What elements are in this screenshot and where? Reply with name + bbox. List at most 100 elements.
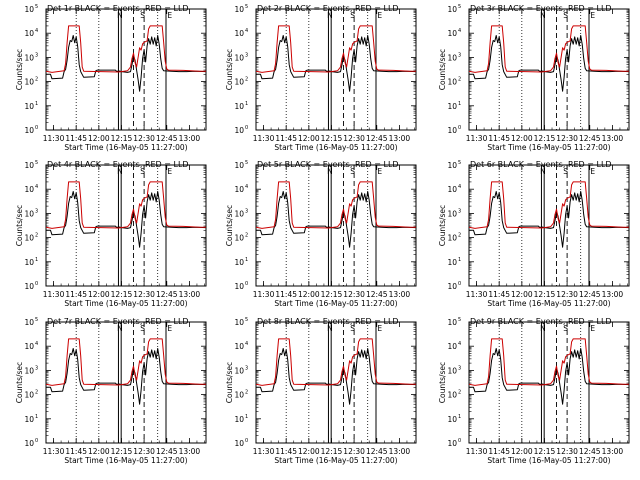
x-tick-label: 11:30 (466, 447, 488, 456)
marker-tag: S (140, 167, 145, 176)
y-tick-exponent: 3 (245, 365, 248, 371)
marker-tag: S (350, 167, 355, 176)
plot-frame (45, 164, 207, 287)
y-tick-label: 10 (24, 439, 34, 448)
y-tick-label: 10 (234, 102, 244, 111)
series-events-line (256, 348, 416, 405)
x-tick-label: 11:45 (488, 290, 510, 299)
series-events-line (46, 348, 206, 405)
x-tick-label: 12:30 (556, 134, 578, 143)
y-tick-label: 10 (234, 185, 244, 194)
x-tick-label: 12:30 (556, 447, 578, 456)
y-axis-label: Counts/sec (438, 362, 447, 403)
plot-frame (255, 321, 417, 444)
x-tick-label: 12:15 (111, 290, 133, 299)
y-tick-exponent: 1 (245, 414, 248, 420)
panel-title: Det 7r BLACK = Events, RED = LLD (47, 317, 189, 326)
y-tick-label: 10 (234, 78, 244, 87)
y-tick-exponent: 0 (458, 438, 461, 444)
y-tick-exponent: 4 (245, 28, 248, 34)
y-tick-label: 10 (447, 391, 457, 400)
y-tick-label: 10 (447, 29, 457, 38)
x-tick-label: 11:45 (275, 134, 297, 143)
x-tick-label: 12:30 (133, 134, 155, 143)
y-tick-exponent: 5 (35, 317, 38, 323)
marker-tag: N (540, 167, 546, 176)
x-axis-label: Start Time (16-May-05 11:27:00) (487, 143, 610, 152)
panel-title: Det 1r BLACK = Events, RED = LLD (47, 4, 189, 13)
series-lld-line (46, 181, 206, 229)
y-tick-label: 10 (24, 185, 34, 194)
x-tick-label: 12:45 (579, 447, 601, 456)
marker-tag: E (377, 324, 382, 333)
y-axis-label: Counts/sec (15, 205, 24, 246)
y-axis-label: Counts/sec (225, 362, 234, 403)
y-tick-exponent: 3 (458, 208, 461, 214)
marker-tag: N (327, 167, 333, 176)
y-tick-label: 10 (24, 78, 34, 87)
x-tick-label: 12:15 (534, 290, 556, 299)
x-tick-label: 13:00 (389, 447, 411, 456)
y-tick-label: 10 (24, 366, 34, 375)
x-tick-label: 11:30 (466, 134, 488, 143)
y-tick-label: 10 (24, 391, 34, 400)
x-axis-label: Start Time (16-May-05 11:27:00) (64, 456, 187, 465)
panel-title: Det 4r BLACK = Events, RED = LLD (47, 160, 189, 169)
marker-tag: N (117, 11, 123, 20)
series-events-line (46, 191, 206, 248)
y-tick-exponent: 5 (458, 4, 461, 10)
x-tick-label: 13:00 (179, 447, 201, 456)
y-tick-exponent: 2 (35, 77, 38, 83)
series-events-line (469, 35, 629, 92)
y-tick-exponent: 1 (35, 101, 38, 107)
x-tick-label: 12:00 (511, 447, 533, 456)
y-tick-label: 10 (447, 258, 457, 267)
y-tick-label: 10 (234, 342, 244, 351)
y-tick-label: 10 (234, 282, 244, 291)
y-axis-label: Counts/sec (225, 49, 234, 90)
y-tick-label: 10 (447, 318, 457, 327)
x-tick-label: 12:45 (366, 290, 388, 299)
x-tick-label: 12:15 (321, 134, 343, 143)
marker-tag: E (167, 167, 172, 176)
y-tick-exponent: 1 (245, 101, 248, 107)
x-axis-label: Start Time (16-May-05 11:27:00) (64, 299, 187, 308)
x-tick-label: 12:00 (298, 134, 320, 143)
plot-frame (468, 164, 630, 287)
marker-tag: N (327, 11, 333, 20)
y-tick-label: 10 (24, 53, 34, 62)
marker-tag: N (540, 324, 546, 333)
y-tick-exponent: 3 (245, 52, 248, 58)
marker-tag: E (590, 167, 595, 176)
x-tick-label: 12:00 (298, 290, 320, 299)
series-lld-line (469, 25, 629, 73)
series-events-line (256, 35, 416, 92)
x-tick-label: 11:30 (253, 134, 275, 143)
y-tick-label: 10 (447, 234, 457, 243)
y-tick-exponent: 3 (35, 52, 38, 58)
y-tick-label: 10 (24, 126, 34, 135)
panel-title: Det 6r BLACK = Events, RED = LLD (470, 160, 612, 169)
plot-frame (255, 164, 417, 287)
y-tick-exponent: 0 (35, 281, 38, 287)
x-tick-label: 12:45 (579, 134, 601, 143)
x-tick-label: 13:00 (602, 134, 624, 143)
x-tick-label: 12:15 (111, 447, 133, 456)
series-lld-line (256, 25, 416, 73)
y-tick-exponent: 5 (35, 160, 38, 166)
y-tick-label: 10 (447, 185, 457, 194)
x-tick-label: 11:45 (275, 447, 297, 456)
x-tick-label: 12:00 (511, 290, 533, 299)
x-tick-label: 11:30 (43, 447, 65, 456)
x-tick-label: 12:45 (156, 447, 178, 456)
panel-title: Det 5r BLACK = Events, RED = LLD (257, 160, 399, 169)
y-tick-label: 10 (234, 209, 244, 218)
y-tick-label: 10 (447, 342, 457, 351)
x-tick-label: 12:15 (321, 290, 343, 299)
